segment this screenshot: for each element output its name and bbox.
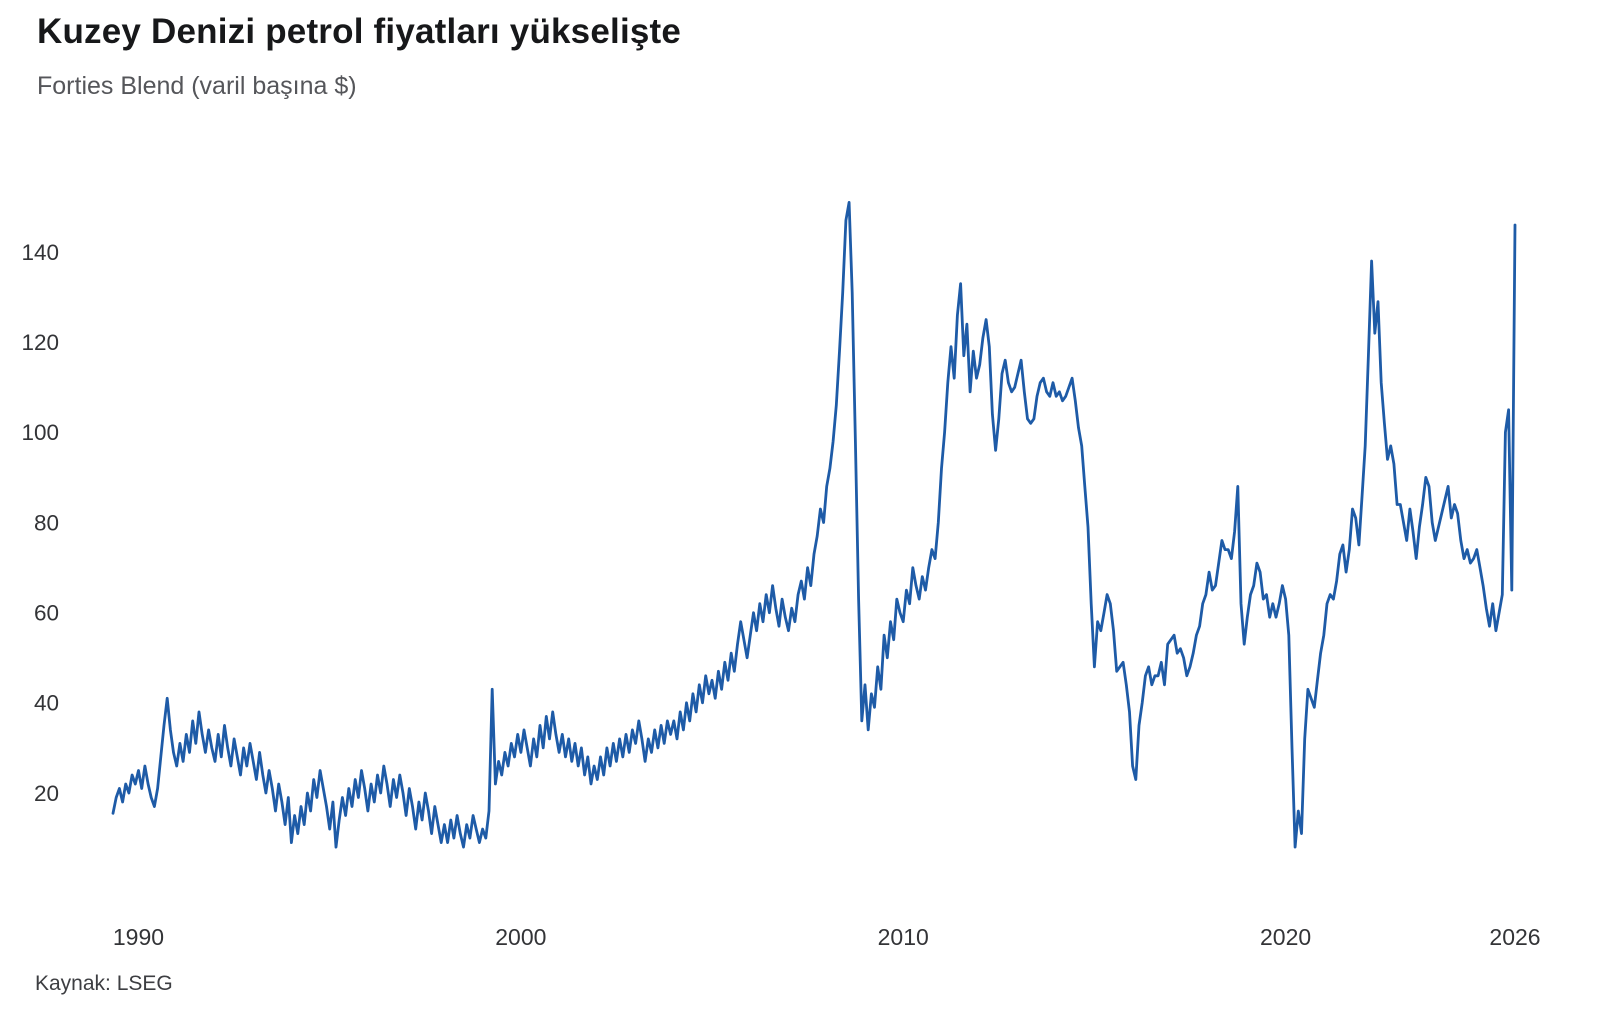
y-tick-label-20: 20 <box>34 781 59 806</box>
y-tick-label-120: 120 <box>21 330 59 355</box>
y-tick-label-80: 80 <box>34 510 59 535</box>
x-tick-label-2026: 2026 <box>1489 924 1540 950</box>
x-axis-labels: 1990 2000 2010 2020 2026 <box>113 924 1541 950</box>
y-axis-labels: 20 40 60 80 100 120 140 <box>21 240 59 806</box>
chart-source: Kaynak: LSEG <box>35 972 173 995</box>
x-tick-label-2020: 2020 <box>1260 924 1311 950</box>
chart-subtitle: Forties Blend (varil başına $) <box>37 72 357 100</box>
chart-title: Kuzey Denizi petrol fiyatları yükselişte <box>37 12 682 51</box>
y-tick-label-100: 100 <box>21 420 59 445</box>
y-tick-label-140: 140 <box>21 240 59 265</box>
x-tick-label-2000: 2000 <box>495 924 546 950</box>
price-line <box>111 201 1517 849</box>
x-tick-label-2010: 2010 <box>878 924 929 950</box>
y-tick-label-40: 40 <box>34 691 59 716</box>
x-tick-label-1990: 1990 <box>113 924 164 950</box>
y-tick-label-60: 60 <box>34 601 59 626</box>
